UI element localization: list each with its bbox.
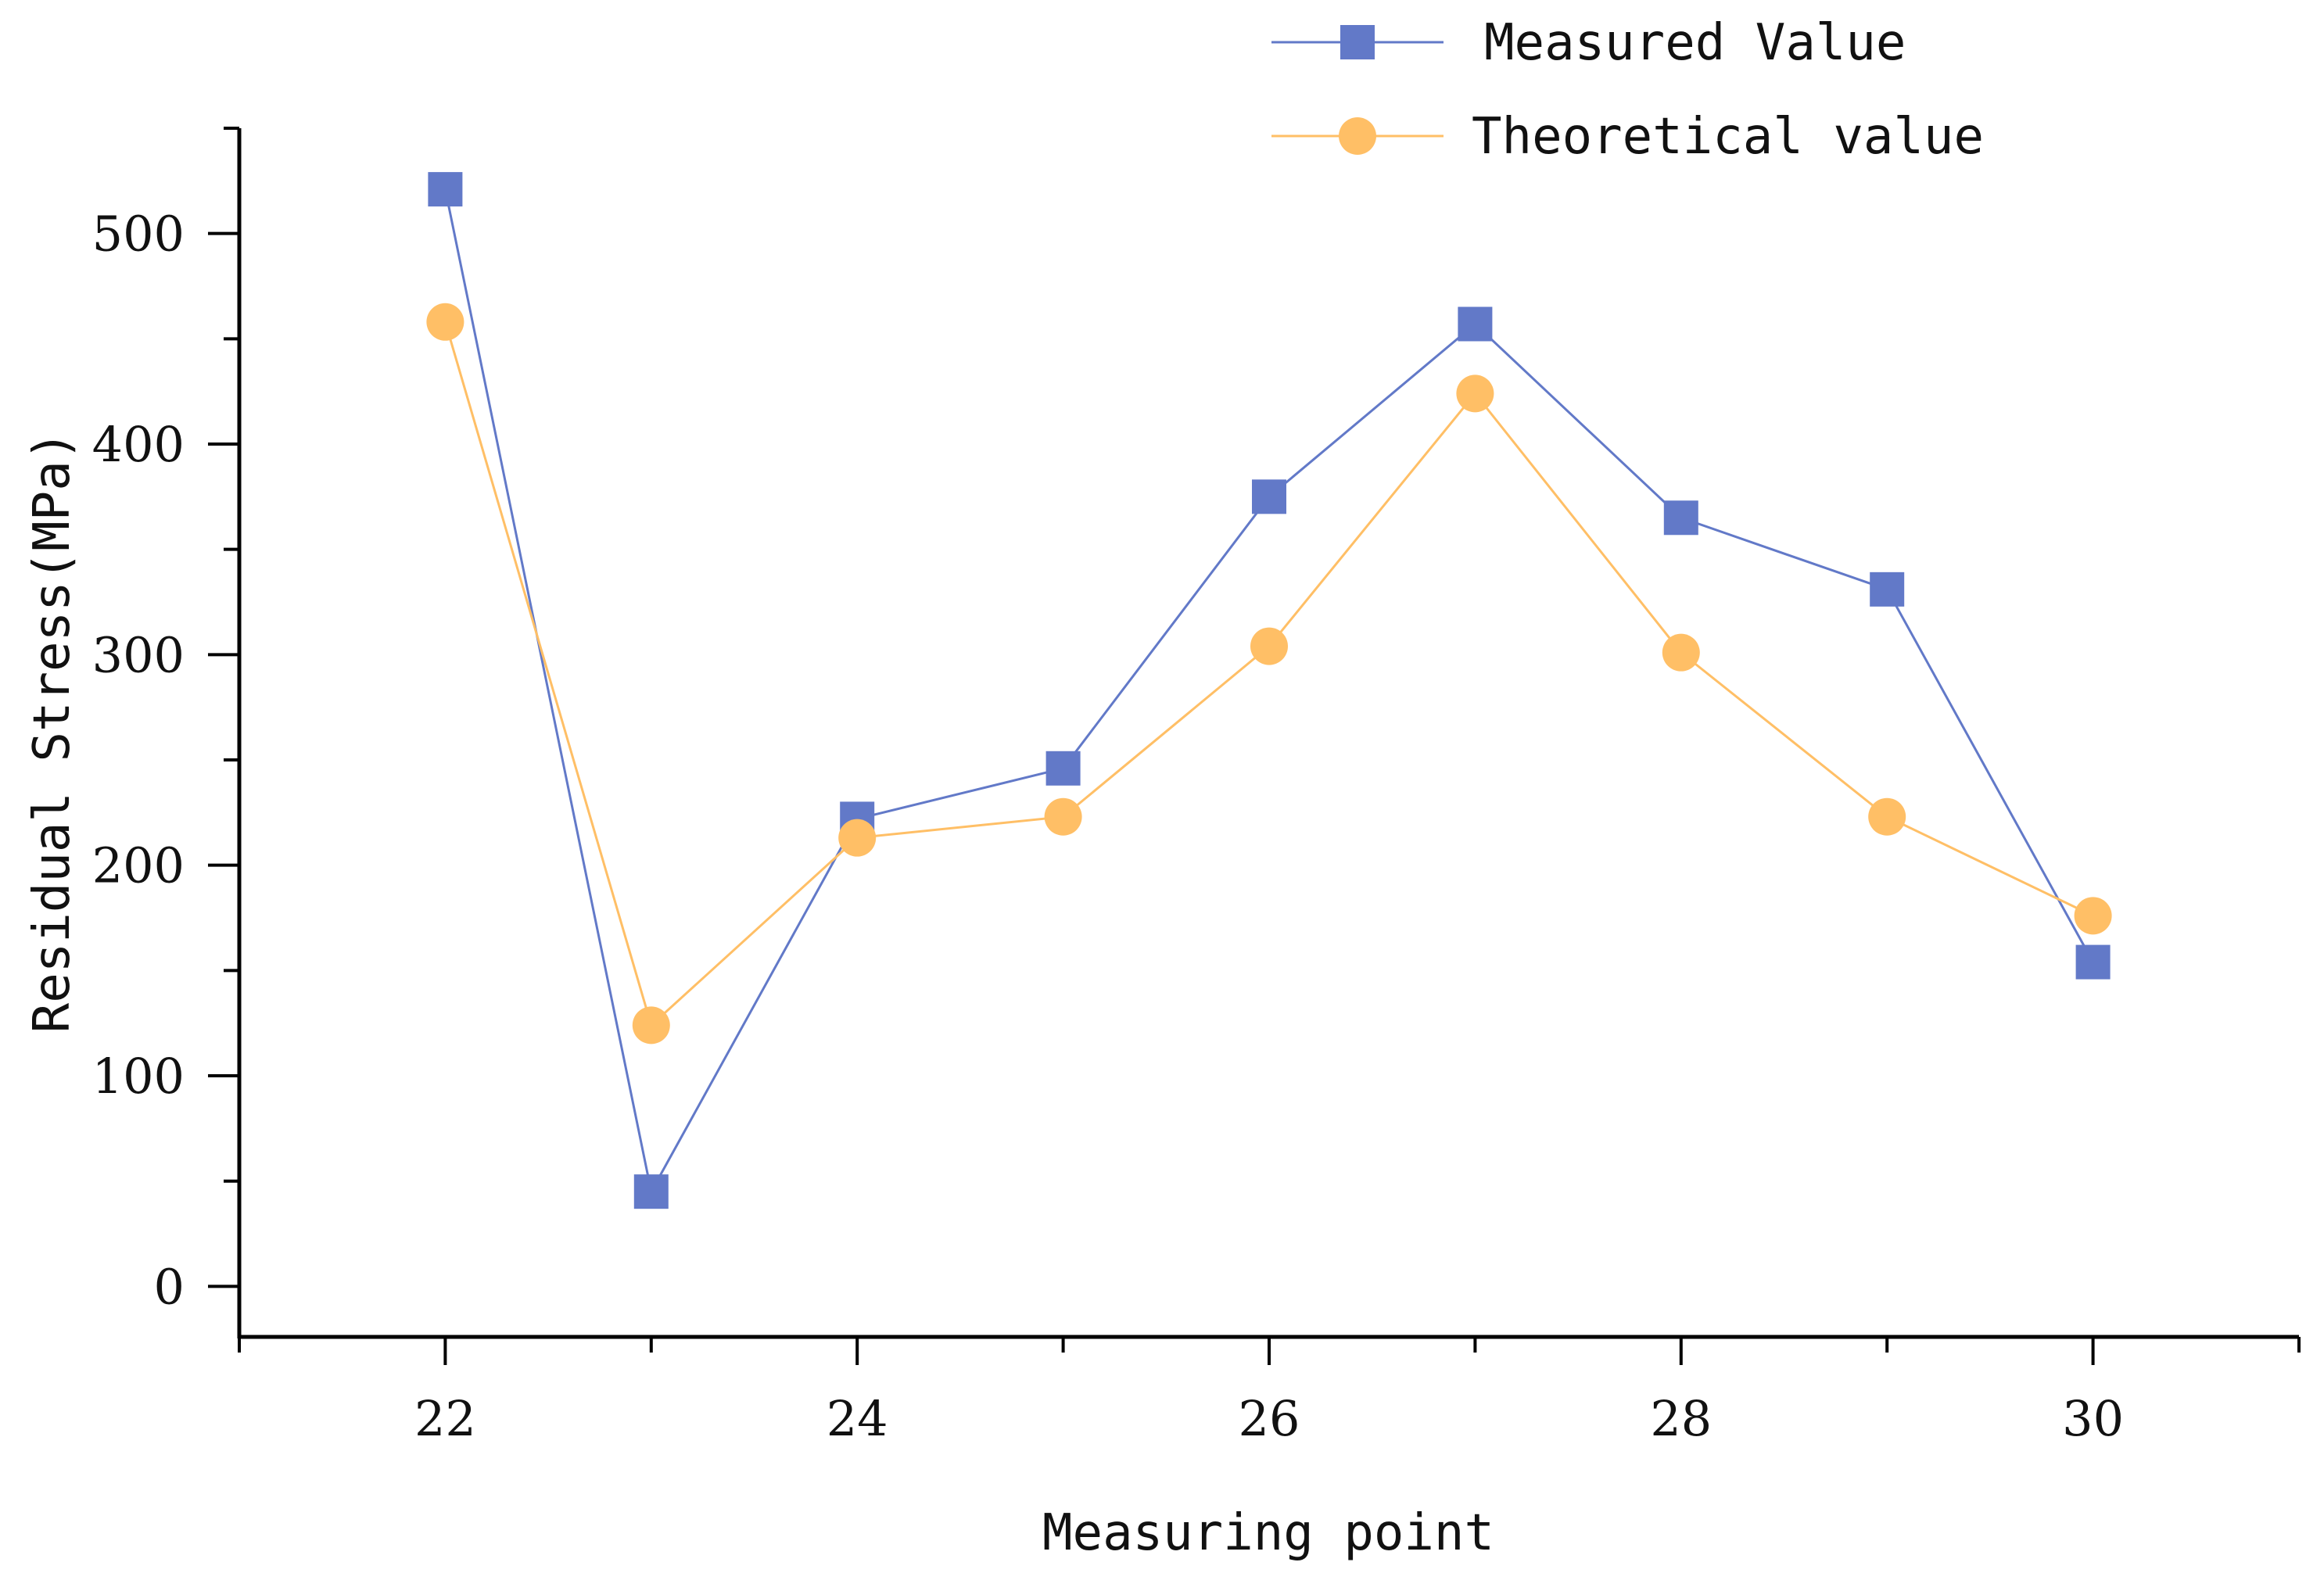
data-point-measured [428, 172, 463, 207]
data-point-measured [2075, 944, 2111, 980]
data-point-measured [1870, 572, 1905, 607]
legend-marker-square [1340, 25, 1375, 59]
data-point-theoretical [2074, 897, 2112, 935]
y-tick-label: 100 [92, 1048, 185, 1105]
series-line-theoretical [443, 321, 2094, 1028]
x-ticks: 22 24 26 28 30 [238, 1337, 2301, 1447]
y-ticks: 0 100 200 300 400 500 [92, 127, 239, 1315]
legend-label-measured: Measured Value [1484, 14, 1906, 72]
data-point-measured [1045, 751, 1081, 786]
x-tick-label: 22 [414, 1390, 476, 1447]
axes [237, 128, 2299, 1339]
y-tick-label: 0 [154, 1258, 185, 1315]
x-tick-label: 28 [1650, 1390, 1712, 1447]
legend-marker-circle [1339, 117, 1376, 155]
data-point-theoretical [1250, 627, 1288, 665]
x-tick-label: 24 [827, 1390, 888, 1447]
x-tick-label: 30 [2062, 1390, 2124, 1447]
data-point-theoretical [1868, 797, 1906, 836]
series-line-measured [443, 188, 2094, 1195]
legend: Measured Value Theoretical value [1271, 14, 1984, 166]
data-point-theoretical [1662, 633, 1700, 672]
data-point-theoretical [426, 303, 464, 341]
data-point-theoretical [838, 819, 877, 857]
y-axis-title: Residual Stress(MPa) [23, 431, 81, 1034]
data-point-theoretical [632, 1006, 670, 1044]
x-axis-title: Measuring point [1042, 1504, 1494, 1562]
data-point-measured [633, 1174, 669, 1209]
y-tick-label: 400 [92, 416, 185, 473]
data-point-measured [1458, 306, 1493, 342]
legend-item-theoretical: Theoretical value [1271, 108, 1984, 166]
y-tick-label: 200 [92, 837, 185, 894]
series-layer [426, 172, 2112, 1209]
x-tick-label: 26 [1239, 1390, 1300, 1447]
legend-item-measured: Measured Value [1271, 14, 1906, 72]
data-point-measured [1663, 500, 1698, 536]
y-tick-label: 500 [92, 206, 185, 263]
data-point-theoretical [1456, 374, 1494, 413]
data-point-theoretical [1044, 797, 1082, 836]
data-point-measured [1252, 479, 1286, 514]
legend-label-theoretical: Theoretical value [1472, 108, 1984, 166]
y-tick-label: 300 [92, 626, 185, 683]
